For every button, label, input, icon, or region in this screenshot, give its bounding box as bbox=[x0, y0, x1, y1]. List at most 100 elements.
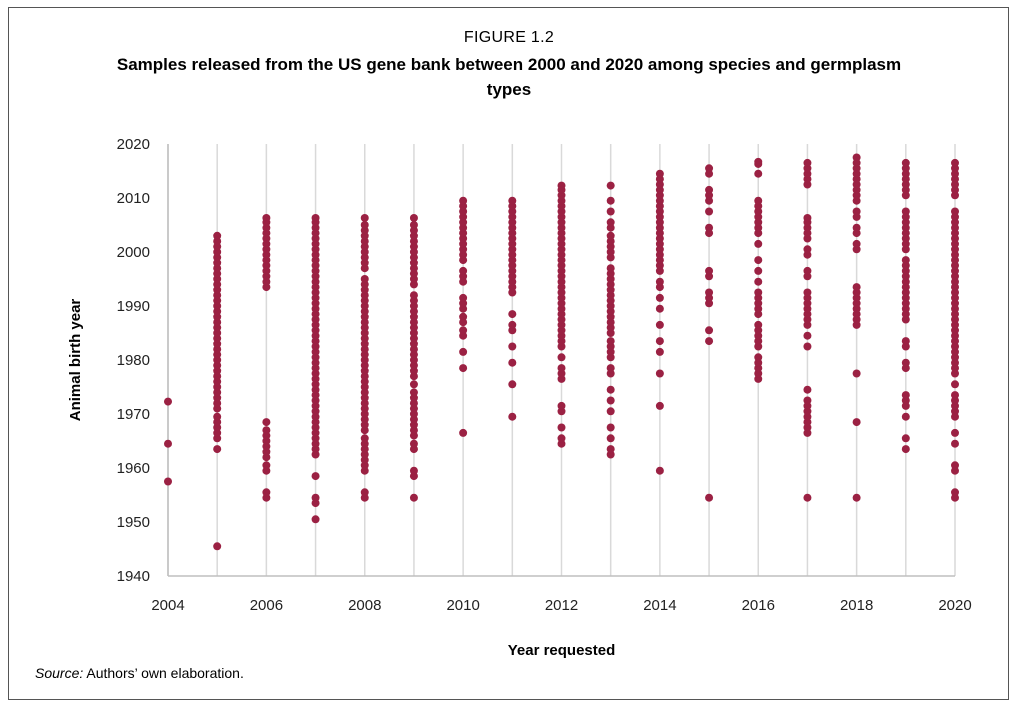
data-point bbox=[754, 288, 763, 297]
data-point bbox=[459, 364, 468, 373]
data-point bbox=[311, 493, 320, 502]
data-point bbox=[754, 157, 763, 166]
data-point bbox=[951, 380, 959, 389]
x-axis-ticks: 2004 2006 2008 2010 2012 2014 2016 2018 2020 bbox=[151, 597, 971, 614]
data-point bbox=[655, 347, 664, 356]
source-note: Source: Authors’ own elaboration. bbox=[35, 665, 244, 681]
data-point bbox=[606, 423, 615, 432]
data-point bbox=[754, 196, 763, 205]
data-point bbox=[901, 391, 910, 400]
data-point bbox=[606, 181, 615, 190]
data-point bbox=[901, 358, 910, 367]
data-point bbox=[409, 221, 418, 229]
data-point bbox=[360, 213, 369, 222]
data-point bbox=[705, 493, 714, 502]
x-tick-label: 2004 bbox=[151, 597, 184, 614]
data-point bbox=[901, 445, 910, 454]
data-point bbox=[803, 342, 812, 351]
y-tick-label: 2000 bbox=[117, 244, 150, 261]
data-point bbox=[557, 353, 566, 362]
data-point bbox=[803, 288, 812, 297]
data-point bbox=[951, 461, 959, 470]
data-point bbox=[803, 158, 812, 167]
source-text: Authors’ own elaboration. bbox=[83, 665, 244, 681]
x-tick-label: 2006 bbox=[250, 597, 283, 614]
data-point bbox=[951, 207, 959, 216]
data-point bbox=[459, 293, 468, 302]
y-tick-label: 2020 bbox=[117, 136, 150, 153]
data-point bbox=[557, 401, 566, 410]
data-point bbox=[901, 256, 910, 265]
data-point bbox=[459, 347, 468, 356]
data-point bbox=[705, 288, 714, 297]
data-point bbox=[754, 266, 763, 275]
data-point bbox=[606, 396, 615, 405]
y-tick-label: 1960 bbox=[117, 460, 150, 477]
data-point bbox=[705, 266, 714, 275]
data-point bbox=[262, 213, 271, 222]
data-point bbox=[754, 320, 763, 329]
figure-frame bbox=[8, 7, 1009, 700]
data-point bbox=[951, 428, 959, 437]
data-point bbox=[852, 239, 861, 248]
data-point bbox=[754, 353, 763, 362]
x-tick-label: 2010 bbox=[446, 597, 479, 614]
data-point bbox=[164, 397, 172, 406]
data-point bbox=[754, 277, 763, 286]
data-point bbox=[951, 158, 959, 167]
data-point bbox=[606, 445, 615, 454]
data-point bbox=[655, 304, 664, 313]
y-tick-label: 1990 bbox=[117, 298, 150, 315]
x-tick-label: 2018 bbox=[840, 597, 873, 614]
data-point bbox=[409, 380, 418, 389]
data-point bbox=[803, 396, 812, 405]
y-tick-label: 2010 bbox=[117, 190, 150, 207]
data-point bbox=[409, 439, 418, 448]
data-point bbox=[901, 412, 910, 421]
figure-label: FIGURE 1.2 bbox=[463, 29, 555, 46]
data-point bbox=[606, 434, 615, 443]
data-point bbox=[606, 337, 615, 346]
data-point bbox=[557, 434, 566, 443]
data-point bbox=[311, 515, 320, 524]
data-point bbox=[655, 401, 664, 410]
data-point bbox=[852, 207, 861, 216]
y-tick-label: 1980 bbox=[117, 352, 150, 369]
data-point bbox=[606, 231, 615, 240]
data-point bbox=[803, 493, 812, 502]
data-point bbox=[508, 342, 517, 351]
data-point bbox=[508, 310, 517, 319]
data-point bbox=[459, 196, 468, 205]
data-point bbox=[852, 418, 861, 427]
data-point bbox=[655, 277, 664, 286]
x-tick-label: 2020 bbox=[938, 597, 971, 614]
data-point bbox=[951, 488, 959, 497]
y-axis-title: Animal birth year bbox=[67, 299, 84, 422]
data-point bbox=[606, 196, 615, 205]
data-point bbox=[606, 385, 615, 394]
data-point bbox=[655, 293, 664, 302]
y-tick-label: 1970 bbox=[117, 406, 150, 423]
data-point bbox=[360, 221, 369, 229]
data-point bbox=[409, 493, 418, 502]
data-point bbox=[852, 223, 861, 232]
data-point bbox=[705, 326, 714, 335]
x-axis-title: Year requested bbox=[508, 642, 616, 659]
data-point bbox=[705, 164, 714, 173]
source-prefix: Source: bbox=[35, 665, 84, 681]
data-point bbox=[852, 369, 861, 378]
y-tick-label: 1940 bbox=[117, 568, 150, 585]
data-point bbox=[852, 153, 861, 162]
data-point bbox=[557, 364, 566, 373]
data-point bbox=[951, 439, 959, 448]
x-tick-label: 2012 bbox=[545, 597, 578, 614]
data-point bbox=[213, 412, 222, 421]
data-point bbox=[508, 380, 517, 389]
data-point bbox=[606, 364, 615, 373]
data-point bbox=[754, 239, 763, 248]
data-point bbox=[311, 213, 320, 222]
data-point bbox=[655, 337, 664, 346]
data-point bbox=[901, 158, 910, 167]
data-point bbox=[262, 418, 271, 427]
data-point bbox=[459, 428, 468, 437]
